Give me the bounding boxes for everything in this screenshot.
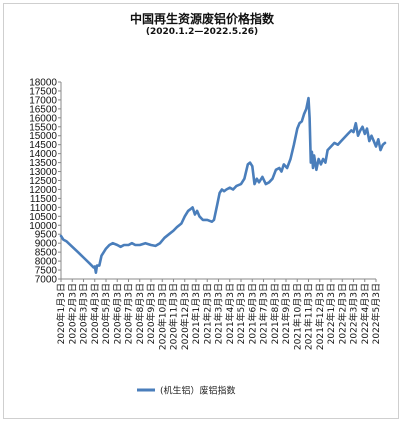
x-tick-label: 2021年1月3日 xyxy=(190,283,202,344)
x-tick-label: 2020年11月3日 xyxy=(168,283,180,350)
x-tick-label: 2021年8月3日 xyxy=(269,283,281,344)
y-tick-label: 8000 xyxy=(35,257,58,268)
x-tick-label: 2022年5月3日 xyxy=(370,283,382,344)
x-tick-label: 2021年2月3日 xyxy=(201,283,213,344)
x-tick-label: 2020年5月3日 xyxy=(100,283,112,344)
y-tick-label: 15000 xyxy=(29,131,57,142)
y-tick-label: 14000 xyxy=(29,149,57,160)
x-tick-label: 2020年2月3日 xyxy=(66,283,78,344)
y-tick-label: 16000 xyxy=(29,113,57,124)
x-tick-label: 2022年1月3日 xyxy=(325,283,337,344)
y-tick-label: 17500 xyxy=(29,86,57,97)
chart-subtitle: (2020.1.2—2022.5.26) xyxy=(145,27,259,37)
x-tick-label: 2021年5月3日 xyxy=(235,283,247,344)
y-tick-label: 10000 xyxy=(29,221,57,232)
x-tick-label: 2022年3月3日 xyxy=(348,283,360,344)
y-tick-label: 12000 xyxy=(29,185,57,196)
y-tick-label: 10500 xyxy=(29,212,57,223)
x-tick-label: 2020年9月3日 xyxy=(145,283,157,344)
x-tick-label: 2021年3月3日 xyxy=(213,283,225,344)
x-tick-label: 2021年12月3日 xyxy=(314,283,326,350)
y-tick-label: 7000 xyxy=(35,275,58,286)
y-tick-label: 13000 xyxy=(29,167,57,178)
x-tick-label: 2022年4月3日 xyxy=(359,283,371,344)
x-tick-label: 2021年10月3日 xyxy=(291,283,303,350)
y-tick-label: 7500 xyxy=(35,266,58,277)
y-tick-label: 11500 xyxy=(30,194,58,205)
y-tick-label: 16500 xyxy=(29,104,57,115)
y-tick-label: 18000 xyxy=(29,78,57,89)
x-tick-label: 2021年6月3日 xyxy=(246,283,258,344)
x-tick-label: 2020年12月3日 xyxy=(179,283,191,350)
y-tick-label: 14500 xyxy=(29,140,57,151)
x-tick-label: 2021年4月3日 xyxy=(224,283,236,344)
x-tick-label: 2022年2月3日 xyxy=(336,283,348,344)
x-tick-label: 2021年7月3日 xyxy=(258,283,270,344)
x-tick-label: 2020年4月3日 xyxy=(89,283,101,344)
y-tick-label: 15500 xyxy=(29,122,57,133)
y-tick-label: 9000 xyxy=(35,239,58,250)
y-tick-label: 17000 xyxy=(29,95,57,106)
series-line xyxy=(59,96,387,274)
chart-title: 中国再生资源废铝价格指数 xyxy=(129,12,274,26)
x-tick-label: 2020年10月3日 xyxy=(156,283,168,350)
x-tick-label: 2020年3月3日 xyxy=(78,283,90,344)
x-tick-label: 2020年6月3日 xyxy=(111,283,123,344)
x-tick-label: 2020年7月3日 xyxy=(123,283,135,344)
y-tick-label: 11000 xyxy=(30,203,58,214)
x-tick-label: 2020年1月3日 xyxy=(55,283,67,344)
legend-label: (机生铝）废铝指数 xyxy=(160,385,236,397)
x-tick-label: 2021年11月3日 xyxy=(303,283,315,350)
y-tick-label: 12500 xyxy=(29,176,57,187)
x-tick-label: 2021年9月3日 xyxy=(280,283,292,344)
y-tick-label: 8500 xyxy=(35,248,58,259)
y-tick-label: 13500 xyxy=(29,158,57,169)
x-tick-label: 2020年8月3日 xyxy=(134,283,146,344)
chart-frame xyxy=(3,3,399,419)
y-tick-label: 9500 xyxy=(35,230,58,241)
